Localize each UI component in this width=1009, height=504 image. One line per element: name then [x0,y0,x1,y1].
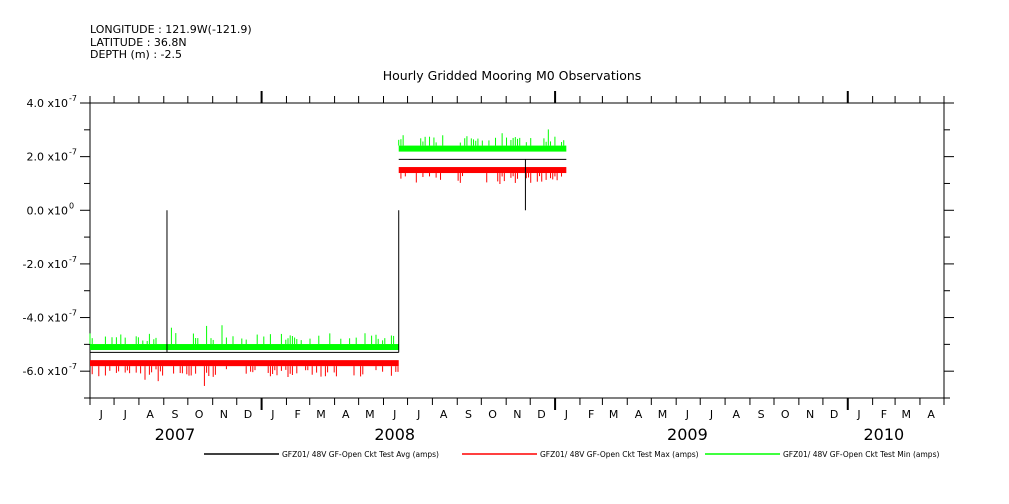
depth-text: DEPTH (m) : -2.5 [90,48,183,61]
series-band [90,344,399,351]
x-month-label: O [195,408,204,421]
latitude-text: LATITUDE : 36.8N [90,35,187,49]
x-month-label: J [123,408,127,421]
x-month-label: A [733,408,741,421]
x-month-label: F [295,408,301,421]
y-tick-label: 2.0 x10 [27,151,69,164]
legend-label: GFZ01/ 48V GF-Open Ckt Test Max (amps) [540,450,699,459]
y-tick-label: -6.0 x10 [23,365,68,378]
x-month-label: O [781,408,790,421]
series-band [398,167,567,174]
y-tick-exponent: 0 [69,201,74,210]
y-tick-label: 4.0 x10 [27,97,69,110]
legend-label: GFZ01/ 48V GF-Open Ckt Test Avg (amps) [282,450,439,459]
x-month-label: D [537,408,545,421]
series-band [90,360,399,367]
x-month-label: M [658,408,668,421]
x-month-label: S [758,408,765,421]
y-tick-label: 0.0 x10 [27,204,69,217]
x-month-label: A [635,408,643,421]
x-month-label: J [685,408,689,421]
x-year-label: 2008 [374,425,415,444]
x-month-label: N [806,408,814,421]
x-month-label: J [564,408,568,421]
x-month-label: N [220,408,228,421]
longitude-text: LONGITUDE : 121.9W(-121.9) [90,23,252,36]
x-month-label: A [146,408,154,421]
series-band [398,145,567,152]
series-avg [90,158,567,353]
x-month-label: J [856,408,860,421]
x-month-label: M [609,408,619,421]
x-month-label: O [488,408,497,421]
x-year-label: 2007 [155,425,196,444]
x-month-label: D [830,408,838,421]
x-month-label: S [465,408,472,421]
x-month-label: S [172,408,179,421]
x-month-label: J [99,408,103,421]
x-month-label: J [709,408,713,421]
x-month-label: M [902,408,912,421]
y-tick-exponent: -7 [69,362,77,371]
x-month-label: M [316,408,326,421]
x-month-label: A [342,408,350,421]
legend-label: GFZ01/ 48V GF-Open Ckt Test Min (amps) [783,450,939,459]
station-info: LONGITUDE : 121.9W(-121.9) LATITUDE : 36… [90,23,252,62]
x-month-label: J [270,408,274,421]
y-tick-label: -4.0 x10 [23,312,68,325]
chart-title: Hourly Gridded Mooring M0 Observations [383,68,642,83]
y-tick-exponent: -7 [69,255,77,264]
y-tick-exponent: -7 [69,309,77,318]
x-month-label: J [416,408,420,421]
y-tick-exponent: -7 [69,94,77,103]
x-month-label: J [392,408,396,421]
x-month-label: N [513,408,521,421]
series-min [89,129,567,351]
x-month-label: F [588,408,594,421]
x-month-label: A [927,408,935,421]
x-year-label: 2010 [863,425,904,444]
series-max [90,167,567,386]
x-month-label: D [244,408,252,421]
y-tick-exponent: -7 [69,148,77,157]
x-month-label: M [365,408,375,421]
plot-frame [89,102,945,399]
y-tick-label: -2.0 x10 [23,258,68,271]
x-month-label: A [440,408,448,421]
x-year-label: 2009 [667,425,708,444]
x-month-label: F [881,408,887,421]
